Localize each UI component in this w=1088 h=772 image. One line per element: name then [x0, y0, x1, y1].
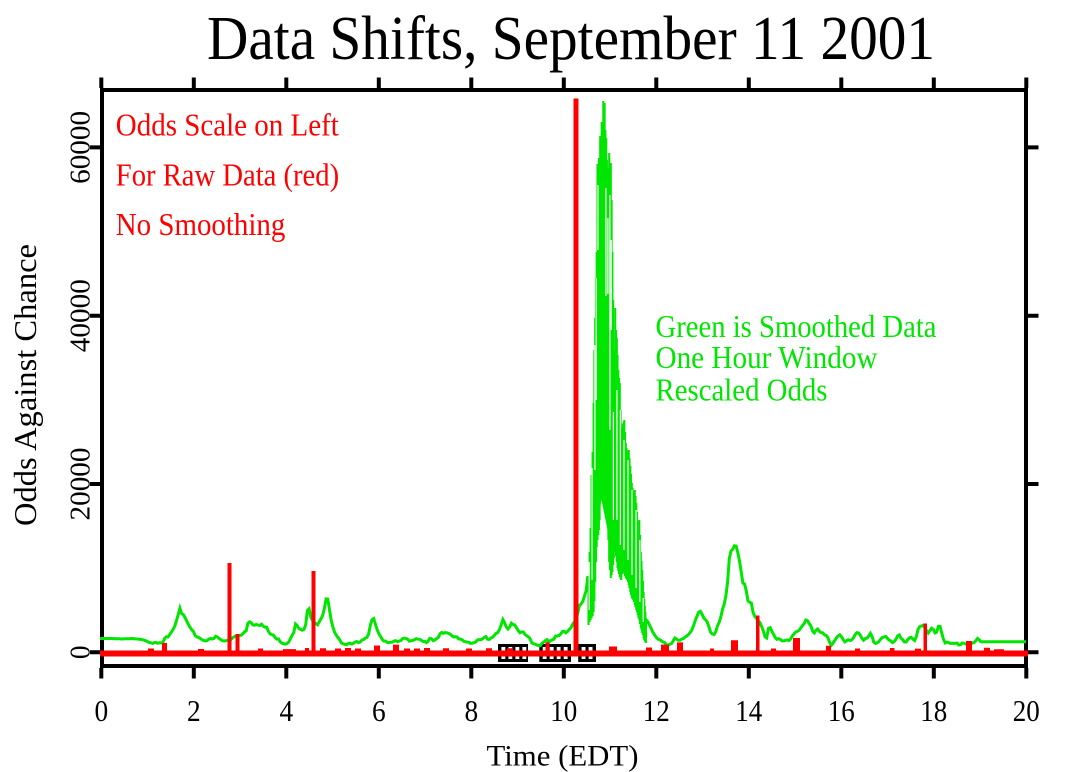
- svg-text:Time (EDT): Time (EDT): [487, 740, 639, 772]
- svg-text:60000: 60000: [65, 111, 97, 184]
- svg-text:18: 18: [920, 693, 947, 728]
- svg-text:8: 8: [464, 693, 478, 728]
- svg-text:No Smoothing: No Smoothing: [116, 206, 285, 242]
- svg-text:For Raw Data (red): For Raw Data (red): [116, 157, 339, 193]
- svg-text:0: 0: [94, 693, 108, 728]
- svg-text:12: 12: [643, 693, 670, 728]
- svg-text:20000: 20000: [65, 448, 97, 521]
- svg-text:Odds Against Chance: Odds Against Chance: [8, 244, 43, 526]
- svg-text:40000: 40000: [65, 279, 97, 352]
- svg-text:Rescaled Odds: Rescaled Odds: [656, 372, 828, 408]
- svg-text:Data Shifts, September 11 2001: Data Shifts, September 11 2001: [207, 5, 935, 73]
- svg-text:0: 0: [65, 645, 97, 659]
- svg-text:10: 10: [550, 693, 577, 728]
- svg-text:6: 6: [372, 693, 386, 728]
- svg-text:14: 14: [735, 693, 762, 728]
- svg-text:4: 4: [279, 693, 293, 728]
- svg-text:Green is Smoothed Data: Green is Smoothed Data: [656, 308, 937, 344]
- svg-text:20: 20: [1013, 693, 1040, 728]
- svg-text:2: 2: [187, 693, 201, 728]
- svg-text:One Hour Window: One Hour Window: [656, 339, 878, 375]
- svg-text:16: 16: [828, 693, 855, 728]
- svg-text:Odds Scale on Left: Odds Scale on Left: [116, 107, 339, 143]
